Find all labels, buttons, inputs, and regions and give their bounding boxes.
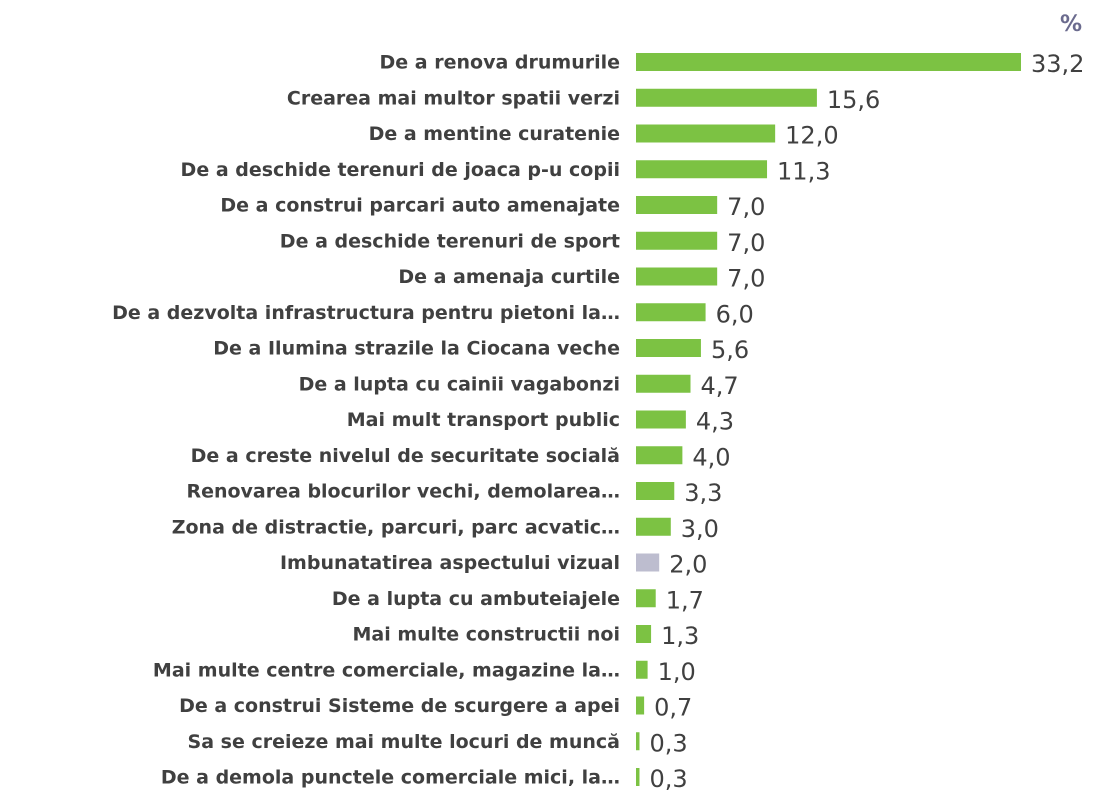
bar: [636, 446, 683, 465]
unit-label: %: [1060, 12, 1082, 37]
category-label: De a construi parcari auto amenajate: [220, 195, 620, 217]
category-label: De a deschide terenuri de sport: [280, 230, 620, 252]
bar: [636, 660, 648, 679]
bar: [636, 53, 1021, 71]
bar: [636, 196, 718, 214]
bar: [636, 589, 656, 608]
category-label: De a creste nivelul de securitate social…: [191, 445, 620, 467]
category-label: De a deschide terenuri de joaca p-u copi…: [181, 159, 620, 181]
bar: [636, 124, 776, 143]
value-label: 12,0: [785, 122, 838, 150]
value-label: 7,0: [727, 193, 765, 221]
value-label: 0,3: [649, 765, 687, 793]
category-label: De a demola punctele comerciale mici, la…: [161, 767, 620, 789]
bar: [636, 732, 640, 751]
category-label: Mai multe constructii noi: [353, 624, 620, 646]
category-label: Sa se creieze mai multe locuri de muncă: [188, 731, 620, 753]
category-label: De a construi Sisteme de scurgere a apei: [179, 695, 620, 717]
bar: [636, 625, 652, 643]
bar: [636, 231, 718, 250]
value-label: 11,3: [777, 157, 830, 185]
category-label: De a Ilumina strazile la Ciocana veche: [213, 338, 620, 360]
category-label: Crearea mai multor spatii verzi: [287, 87, 620, 109]
value-label: 15,6: [827, 86, 880, 114]
category-label: De a lupta cu ambuteiajele: [332, 588, 620, 610]
value-label: 1,3: [661, 622, 699, 650]
category-label: De a lupta cu cainii vagabonzi: [299, 373, 620, 395]
category-label: De a amenaja curtile: [398, 266, 620, 288]
value-label: 5,6: [711, 336, 749, 364]
value-label: 33,2: [1031, 50, 1084, 78]
value-label: 2,0: [669, 551, 707, 579]
bar: [636, 303, 706, 322]
value-label: 3,0: [681, 515, 719, 543]
value-label: 1,7: [666, 586, 704, 614]
bar: [636, 482, 675, 500]
category-label: Imbunatatirea aspectului vizual: [280, 552, 620, 574]
value-label: 4,3: [696, 408, 734, 436]
bar: [636, 768, 640, 786]
category-label: Renovarea blocurilor vechi, demolarea…: [186, 481, 620, 503]
value-label: 0,7: [654, 694, 692, 722]
value-label: 3,3: [684, 479, 722, 507]
bar: [636, 374, 691, 393]
value-label: 4,7: [701, 372, 739, 400]
value-label: 6,0: [716, 300, 754, 328]
value-label: 0,3: [649, 729, 687, 757]
value-label: 7,0: [727, 265, 765, 293]
bar: [636, 88, 817, 107]
bar: [636, 696, 645, 715]
bar: [636, 160, 768, 179]
bar: [636, 553, 660, 572]
value-label: 1,0: [658, 658, 696, 686]
category-label: De a mentine curatenie: [369, 123, 620, 145]
category-label: Mai multe centre comerciale, magazine la…: [153, 659, 620, 681]
bar: [636, 517, 671, 536]
category-label: Mai mult transport public: [347, 409, 620, 431]
value-label: 7,0: [727, 229, 765, 257]
category-label: De a dezvolta infrastructura pentru piet…: [112, 302, 620, 324]
value-label: 4,0: [692, 443, 730, 471]
bar: [636, 267, 718, 286]
bar: [636, 339, 701, 357]
category-label: De a renova drumurile: [380, 52, 620, 74]
bar: [636, 410, 686, 429]
category-label: Zona de distractie, parcuri, parc acvati…: [172, 516, 620, 538]
